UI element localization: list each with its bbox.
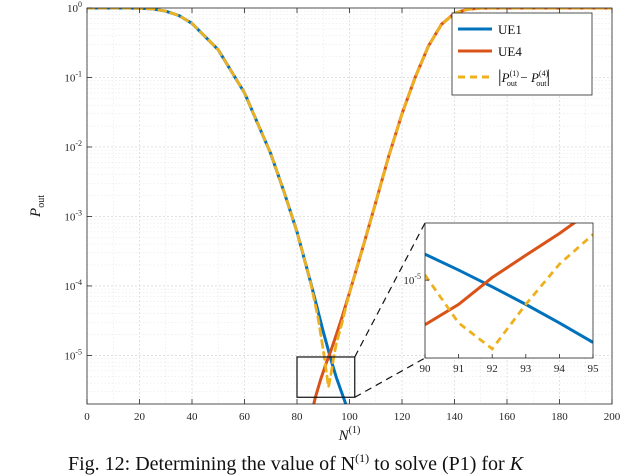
legend-label-ue4: UE4: [498, 44, 522, 59]
series-line-3: [87, 8, 612, 389]
zoom-connector-bottom: [354, 357, 426, 398]
axis-labels: N(1) Pout: [28, 195, 360, 444]
main-axes: 0 20 40 60 80 100 120 140 160 180 200 100 10-1 10-2 10…: [64, 0, 620, 423]
x-tick-label: 80: [292, 411, 304, 423]
x-tick-label: 180: [551, 411, 568, 423]
x-tick-label: 40: [187, 411, 199, 423]
inset-x-tick-label: 93: [520, 363, 532, 375]
inset-series-line-2: [425, 223, 577, 327]
zoom-box: [296, 356, 356, 398]
x-tick-label: 0: [84, 411, 90, 423]
legend: UE1 UE4 |P(1) out − P(4) out|: [451, 12, 593, 96]
main-series-group: [87, 8, 612, 404]
y-tick-label: 10-4: [64, 278, 82, 293]
legend-box: [451, 12, 593, 96]
x-axis-label: N(1): [338, 425, 361, 444]
x-tick-label: 160: [499, 411, 516, 423]
x-tick-label: 60: [239, 411, 251, 423]
caption-text: Fig. 12: Determining the value of N(1) t…: [68, 451, 525, 475]
inset-x-tick-label: 91: [453, 363, 464, 375]
y-tick-label: 10-3: [64, 208, 82, 223]
zoom-connector-top: [354, 222, 426, 358]
inset-x-tick-label: 94: [554, 363, 566, 375]
x-tick-label: 20: [134, 411, 146, 423]
y-tick-label: 10-1: [64, 69, 82, 84]
x-tick-label: 140: [446, 411, 463, 423]
inset-x-tick-label: 92: [487, 363, 498, 375]
inset-background: [425, 223, 593, 358]
inset-series-line-1: [425, 252, 593, 344]
inset-x-tick-label: 90: [420, 363, 432, 375]
inset-y-tick-label: 10-5: [403, 272, 421, 287]
zoom-annotation: [296, 222, 426, 398]
inset-plot: 90 91 92 93 94 95 10-5: [403, 222, 600, 375]
inset-series-line-3: [425, 233, 593, 351]
figure-caption: Fig. 12: Determining the value of N(1) t…: [68, 451, 525, 475]
inset-series-group: [425, 223, 593, 351]
x-tick-label: 100: [341, 411, 358, 423]
y-tick-label: 10-5: [64, 347, 82, 362]
x-tick-label: 120: [394, 411, 411, 423]
legend-label-ue1: UE1: [498, 22, 522, 37]
inset-x-tick-label: 95: [588, 363, 600, 375]
y-tick-label: 10-2: [64, 139, 82, 154]
y-tick-label: 100: [67, 0, 82, 15]
x-tick-label: 200: [604, 411, 621, 423]
y-axis-label: Pout: [28, 195, 47, 218]
inset-frame: [424, 222, 594, 359]
legend-label-difference: |P(1) out − P(4) out|: [498, 66, 550, 88]
